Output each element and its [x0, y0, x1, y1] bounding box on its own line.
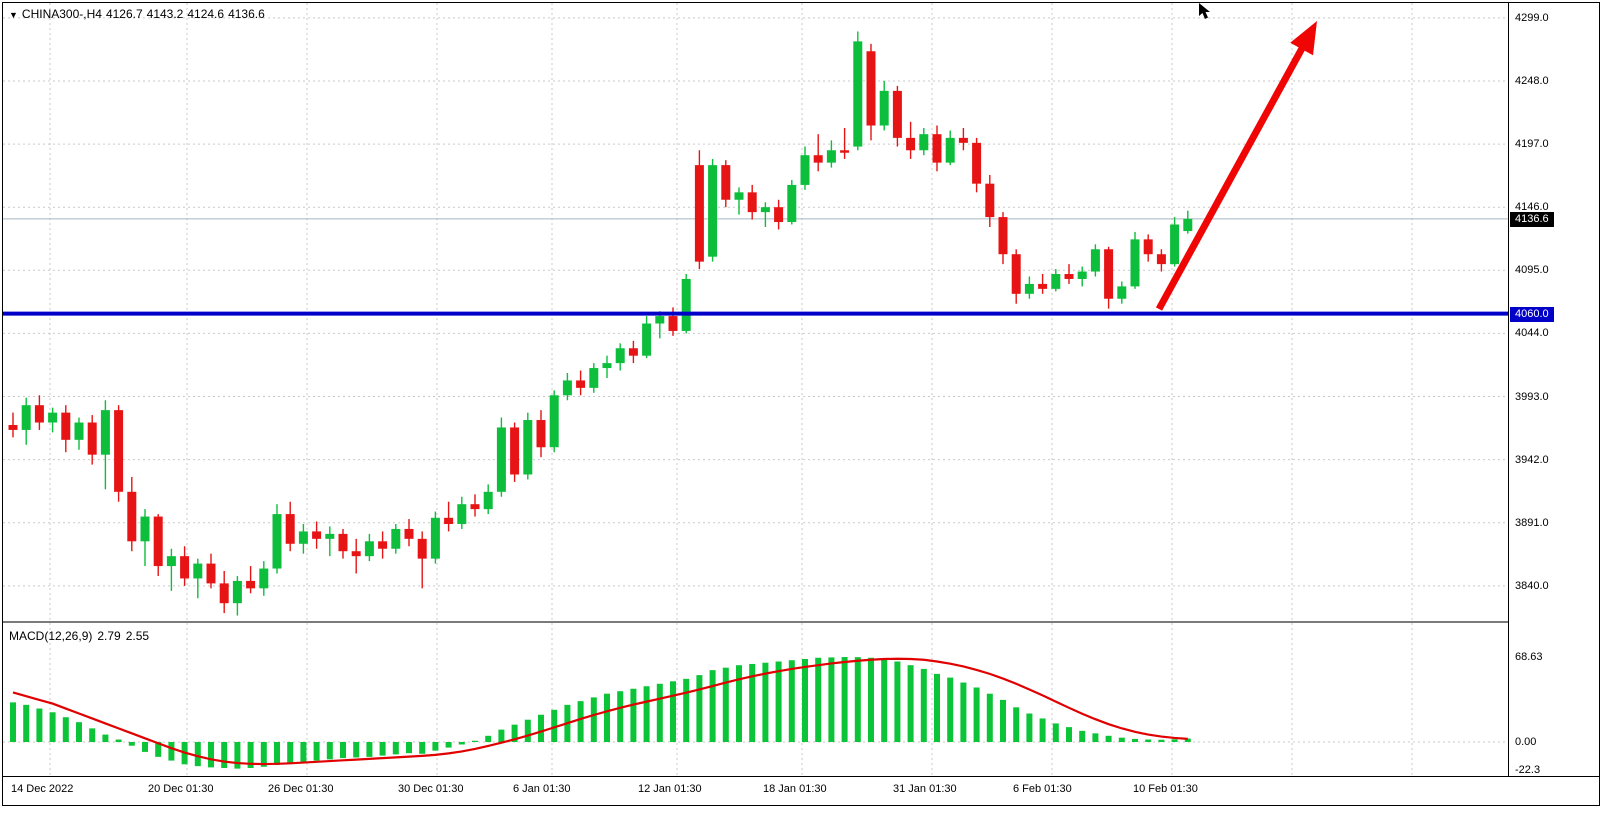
- macd-signal-value: 2.55: [125, 629, 150, 643]
- price-axis-label: 3942.0: [1515, 453, 1549, 466]
- ohlc-high: 4143.2: [146, 7, 184, 21]
- time-axis-label: 10 Feb 01:30: [1133, 783, 1198, 795]
- price-axis[interactable]: 4299.0 4248.0 4197.0 4146.0 4095.0 4044.0 3993…: [1508, 3, 1599, 776]
- price-axis-label: 4197.0: [1515, 138, 1549, 151]
- hline-price-badge: 4060.0: [1510, 306, 1554, 322]
- ohlc-close: 4136.6: [228, 7, 265, 21]
- ohlc-open: 4126.7: [105, 7, 143, 21]
- price-axis-label: 3840.0: [1515, 579, 1549, 592]
- chart-frame: ▼ CHINA300-,H4 4126.7 4143.2 4124.6 4136.6 MA…: [2, 2, 1600, 806]
- price-axis-label: 4044.0: [1515, 327, 1549, 340]
- symbol-ohlc-bar: ▼ CHINA300-,H4 4126.7 4143.2 4124.6 4136.6: [9, 7, 269, 21]
- time-axis-label: 31 Jan 01:30: [893, 783, 957, 795]
- time-axis-label: 6 Jan 01:30: [513, 783, 571, 795]
- chart-svg: [3, 3, 1508, 776]
- time-axis[interactable]: 14 Dec 2022 20 Dec 01:30 26 Dec 01:30 30 De…: [3, 776, 1599, 805]
- price-axis-label: 4095.0: [1515, 264, 1549, 277]
- macd-axis-label: -22.3: [1515, 763, 1541, 776]
- time-axis-label: 12 Jan 01:30: [638, 783, 702, 795]
- price-axis-label: 4299.0: [1515, 11, 1549, 24]
- macd-indicator-label: MACD(12,26,9) 2.79 2.55: [9, 629, 154, 643]
- time-axis-label: 6 Feb 01:30: [1013, 783, 1072, 795]
- price-axis-label: 3891.0: [1515, 516, 1549, 529]
- current-price-badge: 4136.6: [1510, 211, 1554, 227]
- symbol-dropdown-icon[interactable]: ▼: [9, 10, 18, 20]
- time-axis-label: 14 Dec 2022: [11, 783, 74, 795]
- macd-axis-label: 0.00: [1515, 736, 1537, 748]
- time-axis-label: 30 Dec 01:30: [398, 783, 464, 795]
- symbol-name: CHINA300-,H4: [21, 7, 102, 21]
- ohlc-low: 4124.6: [187, 7, 225, 21]
- price-axis-label: 3993.0: [1515, 390, 1549, 403]
- macd-name: MACD(12,26,9): [9, 629, 93, 643]
- chart-plot-area[interactable]: ▼ CHINA300-,H4 4126.7 4143.2 4124.6 4136.6 MA…: [3, 3, 1508, 776]
- time-axis-label: 26 Dec 01:30: [268, 783, 334, 795]
- price-axis-label: 4146.0: [1515, 201, 1549, 214]
- macd-value: 2.79: [97, 629, 121, 643]
- time-axis-label: 18 Jan 01:30: [763, 783, 827, 795]
- macd-axis-label: 68.63: [1515, 650, 1543, 663]
- time-axis-label: 20 Dec 01:30: [148, 783, 214, 795]
- price-axis-label: 4248.0: [1515, 74, 1549, 87]
